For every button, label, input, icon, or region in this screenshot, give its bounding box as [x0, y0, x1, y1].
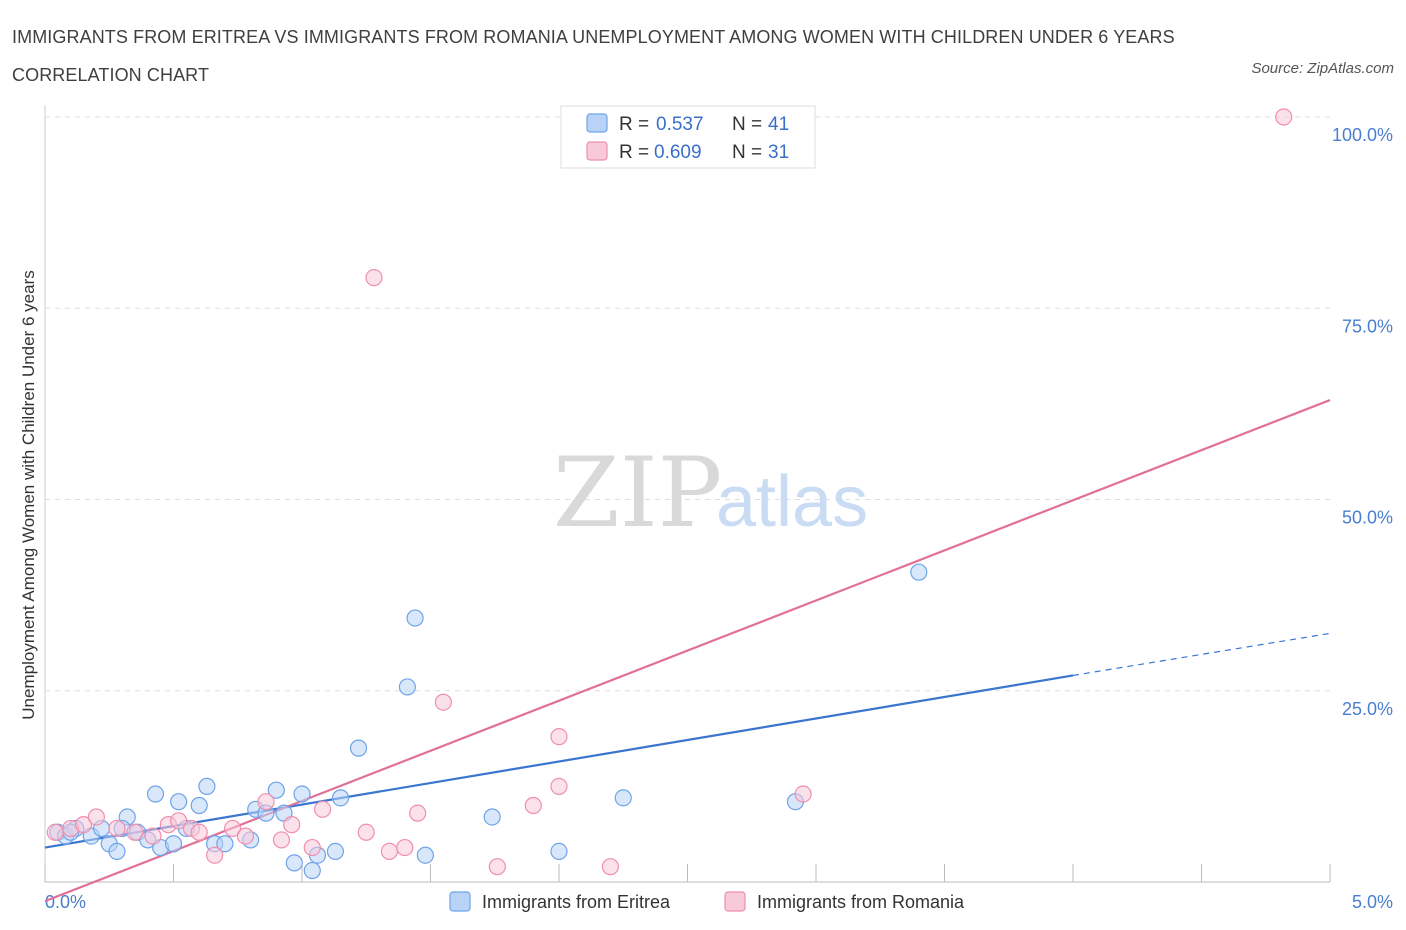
y-tick-label: 50.0% — [1342, 508, 1393, 528]
eritrea-point — [550, 842, 568, 861]
legend-r-label-eritrea: R = — [619, 114, 649, 135]
eritrea-trend-extension — [1072, 632, 1331, 677]
x-tick-labels: 0.0% 5.0% — [45, 892, 1393, 912]
romania-point — [236, 827, 255, 845]
bottom-legend-label-eritrea: Immigrants from Eritrea — [482, 892, 671, 912]
eritrea-point — [398, 678, 416, 696]
romania-point — [524, 796, 542, 815]
y-tick-label: 100.0% — [1332, 125, 1393, 145]
eritrea-point — [416, 846, 434, 864]
legend-n-label-eritrea: N = — [732, 114, 762, 135]
bottom-legend: Immigrants from Eritrea Immigrants from … — [449, 891, 965, 912]
eritrea-point — [406, 609, 424, 627]
bottom-legend-label-romania: Immigrants from Romania — [757, 892, 965, 912]
eritrea-point — [326, 842, 345, 861]
eritrea-point — [164, 835, 183, 853]
legend-r-label-romania: R = — [619, 142, 649, 163]
legend-n-eritrea: 41 — [768, 114, 789, 135]
eritrea-point — [190, 796, 208, 815]
legend-r-eritrea: 0.537 — [656, 114, 704, 135]
watermark-atlas: atlas — [716, 462, 868, 542]
romania-point — [126, 823, 144, 841]
y-axis-title: Unemployment Among Women with Children U… — [19, 270, 38, 719]
axes — [44, 105, 1331, 883]
y-tick-labels: 25.0% 50.0% 75.0% 100.0% — [1332, 125, 1393, 719]
romania-point — [74, 816, 93, 834]
romania-point — [1275, 108, 1293, 126]
romania-point — [108, 819, 126, 838]
y-tick-label: 25.0% — [1342, 699, 1393, 719]
romania-point — [488, 858, 506, 876]
eritrea-point — [146, 785, 165, 803]
eritrea-point — [483, 808, 501, 826]
eritrea-point — [285, 854, 303, 872]
romania-point — [365, 269, 383, 287]
eritrea-point — [614, 789, 632, 807]
x-tick-label: 5.0% — [1352, 892, 1393, 912]
romania-point — [272, 831, 291, 849]
romania-point — [257, 793, 275, 811]
romania-point — [357, 823, 375, 841]
eritrea-point — [198, 777, 216, 795]
source-label: Source: ZipAtlas.com — [1251, 60, 1394, 77]
eritrea-point — [910, 563, 928, 581]
eritrea-point — [108, 842, 126, 861]
romania-point — [550, 728, 568, 746]
eritrea-point — [170, 793, 188, 811]
legend: R = 0.537 N = 41 R = 0.609 N = 31 — [560, 105, 816, 169]
x-tick-label: 0.0% — [45, 892, 86, 912]
romania-point — [303, 838, 321, 857]
legend-swatch-eritrea — [586, 113, 608, 133]
romania-point — [313, 800, 332, 818]
bottom-legend-swatch-romania — [724, 891, 746, 912]
romania-point — [794, 785, 812, 803]
romania-point — [409, 804, 427, 822]
eritrea-point — [216, 835, 234, 853]
romania-point — [170, 812, 188, 830]
eritrea-point — [303, 861, 321, 880]
legend-n-romania: 31 — [768, 142, 789, 163]
eritrea-point — [267, 781, 285, 799]
romania-point — [190, 823, 208, 841]
romania-point — [380, 842, 398, 861]
eritrea-point — [293, 785, 311, 803]
romania-point — [396, 838, 414, 857]
romania-point — [550, 777, 568, 795]
y-tick-label: 75.0% — [1342, 316, 1393, 336]
watermark: ZIP atlas — [553, 437, 868, 549]
romania-point — [224, 819, 242, 838]
grid-lines — [45, 116, 1330, 692]
eritrea-point — [331, 789, 350, 807]
romania-point — [46, 823, 64, 841]
chart-title: IMMIGRANTS FROM ERITREA VS IMMIGRANTS FR… — [12, 27, 1175, 85]
eritrea-point — [349, 739, 368, 757]
legend-swatch-romania — [586, 141, 608, 161]
romania-point — [206, 846, 224, 864]
romania-point — [434, 693, 452, 711]
eritrea-trend-line — [44, 674, 1074, 849]
romania-point — [601, 858, 620, 876]
legend-n-label-romania: N = — [732, 142, 762, 163]
watermark-zip: ZIP — [553, 437, 722, 549]
data-points — [46, 108, 1293, 880]
romania-point — [283, 816, 301, 834]
bottom-legend-swatch-eritrea — [449, 891, 471, 912]
romania-point — [87, 808, 106, 826]
romania-point — [144, 827, 162, 845]
legend-r-romania: 0.609 — [654, 142, 702, 163]
